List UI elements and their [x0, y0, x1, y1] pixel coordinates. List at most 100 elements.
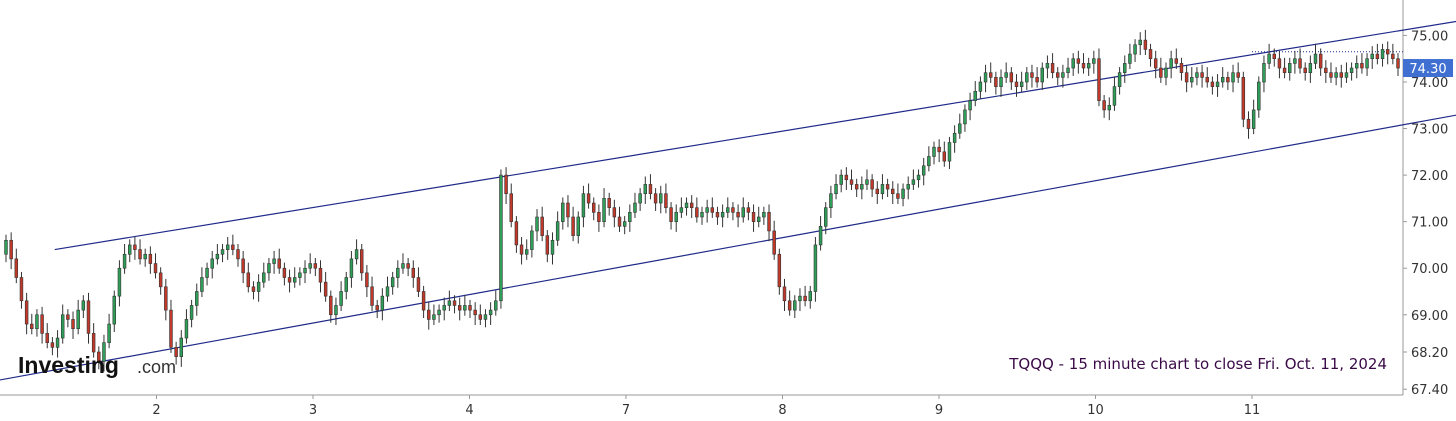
candle-body: [1009, 72, 1014, 83]
candle: [555, 211, 560, 246]
candle-body: [494, 300, 498, 311]
candle-body: [334, 305, 338, 316]
candle: [519, 237, 524, 265]
candle-body: [581, 193, 586, 218]
candle: [1019, 71, 1024, 93]
candle: [1071, 53, 1075, 76]
candle: [365, 264, 369, 298]
candle-body: [277, 258, 281, 269]
candle-body: [272, 258, 276, 264]
candle-body: [1128, 53, 1132, 64]
candle: [442, 297, 446, 321]
candle: [638, 188, 642, 211]
candle-body: [1267, 53, 1271, 64]
candle-body: [241, 258, 245, 274]
candle: [689, 195, 694, 218]
candle-body: [1277, 58, 1282, 69]
candle: [824, 202, 828, 235]
candle-body: [411, 267, 416, 278]
candle-body: [937, 146, 941, 153]
candle-body: [1190, 77, 1194, 83]
candle-body: [1143, 39, 1148, 50]
candle-body: [488, 309, 493, 316]
candle-body: [586, 193, 591, 204]
candle: [282, 262, 287, 286]
candle: [509, 183, 513, 228]
candle-body: [236, 249, 240, 260]
candle: [736, 204, 740, 228]
candle-body: [571, 216, 575, 236]
candle-body: [519, 244, 524, 255]
candle-body: [695, 207, 699, 218]
candle-body: [1153, 58, 1158, 69]
candle-body: [1102, 100, 1106, 111]
candle: [421, 285, 426, 319]
candle-body: [19, 277, 24, 302]
candle: [303, 260, 307, 284]
candle: [1133, 39, 1137, 62]
candle-body: [988, 72, 993, 78]
candle: [318, 260, 323, 293]
candle: [633, 192, 637, 218]
candle-body: [1298, 58, 1302, 69]
candle: [1066, 57, 1070, 79]
candle-body: [684, 202, 689, 208]
candle-body: [401, 263, 405, 269]
candle: [19, 271, 24, 309]
candle-body: [715, 212, 720, 218]
candle-body: [602, 198, 606, 222]
candle: [148, 246, 153, 274]
candle-body: [782, 286, 787, 302]
candle: [1385, 41, 1390, 65]
candle-body: [1117, 72, 1122, 87]
candle: [1396, 53, 1400, 76]
candle-body: [9, 239, 13, 260]
candle: [251, 281, 256, 300]
candle: [1123, 55, 1127, 83]
candle-body: [566, 202, 570, 218]
candle: [256, 274, 261, 302]
candle-body: [390, 277, 395, 288]
candle: [540, 206, 544, 242]
candle: [401, 253, 405, 274]
candle-body: [499, 174, 503, 302]
candle: [1220, 67, 1225, 88]
candle: [432, 304, 436, 325]
candle: [684, 197, 689, 216]
candle-body: [1334, 72, 1338, 78]
candle-body: [535, 216, 539, 232]
candle: [1081, 53, 1086, 74]
candle: [942, 141, 947, 167]
candle: [927, 146, 931, 172]
candle-body: [932, 146, 936, 157]
candle: [117, 260, 122, 307]
candle: [452, 295, 457, 314]
candle: [628, 204, 632, 232]
candle-body: [246, 272, 251, 288]
candle: [669, 202, 673, 230]
candle-body: [329, 295, 333, 316]
candle-body: [1375, 53, 1380, 60]
candle-body: [1220, 77, 1225, 83]
candle-body: [885, 184, 890, 190]
candle-body: [679, 207, 684, 213]
candle-body: [205, 267, 209, 278]
candle-body: [60, 314, 65, 339]
candle: [1318, 48, 1323, 76]
candle-body: [880, 184, 885, 195]
candle: [1205, 67, 1209, 88]
last-price-tag: 74.30: [1403, 59, 1453, 78]
candle: [323, 271, 328, 302]
candle-body: [612, 207, 617, 218]
candle: [1097, 48, 1101, 107]
candle-body: [210, 258, 214, 269]
candle-body: [215, 253, 220, 260]
candle: [870, 174, 874, 197]
candle-body: [1123, 63, 1127, 73]
candle-body: [891, 188, 895, 195]
candle: [1128, 43, 1132, 69]
candle-body: [710, 207, 715, 213]
candle: [360, 244, 364, 281]
candle-body: [633, 202, 637, 213]
candle-body: [545, 235, 550, 255]
